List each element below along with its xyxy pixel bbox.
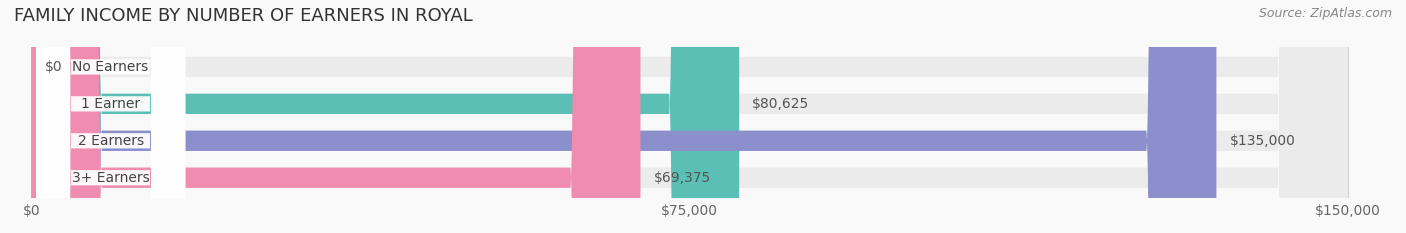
FancyBboxPatch shape	[31, 0, 1348, 233]
Text: No Earners: No Earners	[73, 60, 149, 74]
FancyBboxPatch shape	[31, 0, 1348, 233]
FancyBboxPatch shape	[31, 0, 1348, 233]
Text: $135,000: $135,000	[1230, 134, 1295, 148]
Text: $69,375: $69,375	[654, 171, 711, 185]
FancyBboxPatch shape	[37, 0, 186, 233]
Text: 1 Earner: 1 Earner	[82, 97, 141, 111]
FancyBboxPatch shape	[37, 0, 186, 233]
Text: Source: ZipAtlas.com: Source: ZipAtlas.com	[1258, 7, 1392, 20]
FancyBboxPatch shape	[37, 0, 186, 233]
Text: 2 Earners: 2 Earners	[77, 134, 143, 148]
FancyBboxPatch shape	[31, 0, 641, 233]
Text: $0: $0	[45, 60, 62, 74]
Text: 3+ Earners: 3+ Earners	[72, 171, 149, 185]
Text: FAMILY INCOME BY NUMBER OF EARNERS IN ROYAL: FAMILY INCOME BY NUMBER OF EARNERS IN RO…	[14, 7, 472, 25]
Text: $80,625: $80,625	[752, 97, 810, 111]
FancyBboxPatch shape	[37, 0, 186, 233]
FancyBboxPatch shape	[31, 0, 740, 233]
FancyBboxPatch shape	[31, 0, 1348, 233]
FancyBboxPatch shape	[31, 0, 1216, 233]
